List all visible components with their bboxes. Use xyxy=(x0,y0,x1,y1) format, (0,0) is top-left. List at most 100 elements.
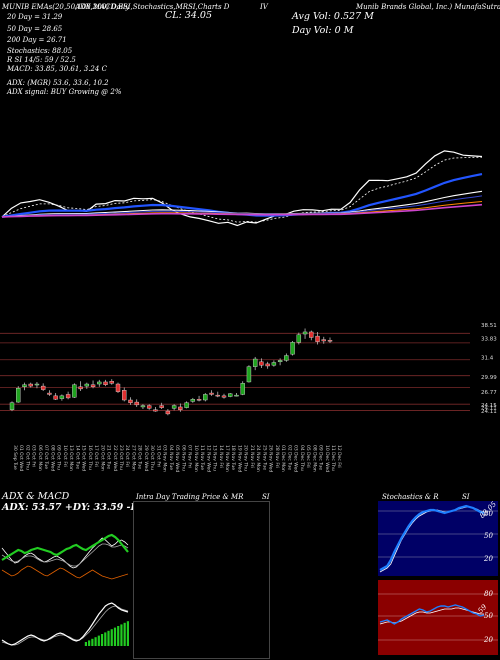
candle xyxy=(315,331,320,345)
candle xyxy=(221,393,227,399)
macd-histogram-bar xyxy=(120,624,123,646)
candle-body-up xyxy=(203,394,208,401)
x-date-label: 14 Nov Fri xyxy=(218,445,224,468)
candle xyxy=(290,340,295,356)
adx-line-2 xyxy=(1,543,129,567)
x-date-label: 21 Nov Fri xyxy=(249,445,255,468)
candle-body-up xyxy=(296,334,302,343)
ema50-label: 50 Day = 28.65 xyxy=(7,25,63,33)
candle-body-down xyxy=(196,399,202,401)
candle-body-up xyxy=(190,399,196,402)
candle xyxy=(196,395,202,402)
candle xyxy=(321,336,326,344)
candle xyxy=(72,383,77,398)
candle-body-up xyxy=(97,381,102,385)
candle-body-down xyxy=(103,381,108,385)
adx-macd-title: ADX & MACD xyxy=(2,491,70,502)
candle-body-down xyxy=(159,405,164,408)
candle xyxy=(40,383,46,391)
candle-body-down xyxy=(221,395,227,398)
header-indicators-4: IV xyxy=(260,3,268,11)
x-date-label: 01 Oct Wed xyxy=(18,445,24,471)
candle-body-down xyxy=(109,381,114,384)
candle xyxy=(203,393,208,402)
ema-long-line xyxy=(1,203,483,218)
candle xyxy=(327,337,333,344)
candle xyxy=(47,390,52,396)
x-date-label: 18 Nov Tue xyxy=(230,445,236,470)
macd-histogram-bar xyxy=(88,640,91,646)
candle-body-down xyxy=(47,392,52,395)
candle-body-down xyxy=(28,383,33,387)
x-date-label: 02 Oct Thu xyxy=(24,445,30,470)
candle-body-up xyxy=(234,394,239,397)
x-date-label: 11 Dec Thu xyxy=(330,445,336,471)
macd-histogram-bar xyxy=(100,634,104,646)
candle-body-up xyxy=(271,362,277,366)
candle xyxy=(228,393,233,398)
x-date-label: 04 Nov Tue xyxy=(168,445,174,470)
intraday-title-si: SI xyxy=(262,493,270,501)
x-date-label: 09 Dec Tue xyxy=(318,445,324,470)
candle xyxy=(28,382,33,388)
candle xyxy=(265,361,270,369)
macd-histogram-bar xyxy=(126,621,129,646)
x-date-label: 24 Nov Mon xyxy=(255,445,261,472)
x-date-label: 15 Oct Wed xyxy=(81,445,87,471)
candle xyxy=(109,379,114,385)
x-date-label: 24 Oct Fri xyxy=(124,445,130,467)
macd-histogram-bar xyxy=(94,637,97,646)
stochastics-panel xyxy=(378,501,498,576)
macd-histogram-bar xyxy=(107,630,110,646)
candle xyxy=(115,382,121,394)
x-date-label: 19 Nov Wed xyxy=(236,445,242,472)
x-date-label: 03 Oct Fri xyxy=(31,445,37,467)
candle xyxy=(259,358,264,369)
x-date-label: 27 Oct Mon xyxy=(130,445,136,471)
candle-body-up xyxy=(284,355,289,361)
rsi-line xyxy=(379,604,485,625)
candle xyxy=(240,381,245,396)
adx-line xyxy=(1,537,129,569)
ema200-label: 200 Day = 26.71 xyxy=(7,36,67,44)
candle xyxy=(65,391,71,400)
rsi-tick-50: 50 xyxy=(484,612,493,620)
candle xyxy=(271,360,277,367)
rsi-label: R SI 14/5: 59 / 52.5 xyxy=(7,56,76,64)
candle xyxy=(53,393,58,400)
x-date-label: 25 Nov Tue xyxy=(261,445,267,470)
candle xyxy=(16,386,21,403)
candle xyxy=(302,328,308,339)
x-date-label: 22 Oct Wed xyxy=(112,445,118,471)
stoch-tick-80: 80 xyxy=(484,510,493,518)
macd-histogram-bar xyxy=(123,622,126,646)
x-date-label: 28 Oct Tue xyxy=(137,445,143,469)
close-price: CL: 34.05 xyxy=(165,10,212,21)
price-label: 29.99 xyxy=(481,375,497,381)
x-date-label: 17 Nov Mon xyxy=(224,445,230,472)
x-date-label: 10 Oct Fri xyxy=(62,445,68,467)
ema100-line xyxy=(1,195,483,218)
candle xyxy=(78,381,83,391)
stoch-k-line xyxy=(379,504,485,571)
candle xyxy=(171,404,177,411)
stoch-title: Stochastics & R xyxy=(382,493,439,501)
candle-body-up xyxy=(22,384,27,388)
candle-body-up xyxy=(277,360,283,363)
x-date-label: 12 Dec Fri xyxy=(336,445,342,468)
x-date-label: 02 Dec Tue xyxy=(286,445,292,470)
price-chart: 38.5133.8331.429.9926.7724.1524.1124.113… xyxy=(0,150,497,472)
stoch-tick-20: 20 xyxy=(484,555,493,563)
stoch-title-si: SI xyxy=(462,493,470,501)
candle xyxy=(184,401,189,409)
x-date-label: 06 Nov Thu xyxy=(180,445,186,471)
candle xyxy=(59,394,65,401)
candle xyxy=(153,406,158,412)
candle-body-down xyxy=(209,392,214,395)
header-indicators-3: SI,Charts D xyxy=(188,3,230,11)
candle xyxy=(284,353,289,362)
x-date-label: 04 Dec Thu xyxy=(299,445,305,471)
ema20-label: 20 Day = 31.29 xyxy=(7,13,63,21)
